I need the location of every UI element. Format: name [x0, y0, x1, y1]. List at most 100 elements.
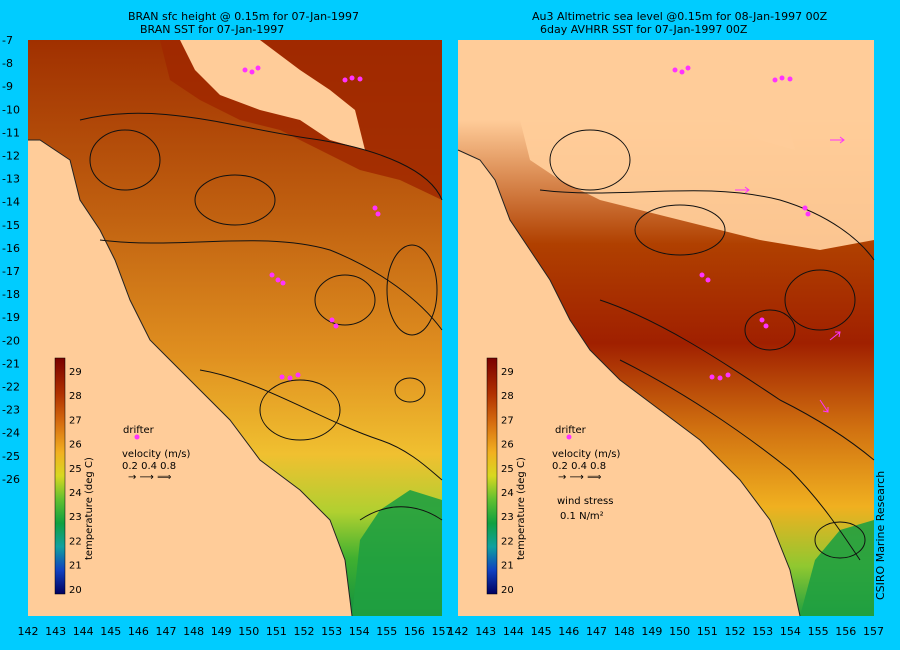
y-tick-label: -17 [2, 265, 20, 278]
colorbar-tick-label: 28 [69, 391, 82, 402]
x-tick-label-left: 150 [238, 625, 259, 638]
colorbar-tick-label: 25 [501, 464, 514, 475]
x-tick-label-right: 157 [863, 625, 884, 638]
y-tick-label: -15 [2, 219, 20, 232]
x-tick-label-right: 144 [503, 625, 524, 638]
y-tick-label: -22 [2, 381, 20, 394]
right-drifter-marker [566, 434, 572, 440]
x-tick-label-left: 151 [266, 625, 287, 638]
x-tick-label-right: 145 [531, 625, 552, 638]
right-velocity-scale-values: 0.2 0.4 0.8 [552, 461, 606, 472]
left-colorbar: 29 28 27 26 25 24 23 22 21 20 temperature (deg C) [54, 357, 95, 596]
y-tick-label: -11 [2, 126, 20, 139]
y-tick-label: -13 [2, 173, 20, 186]
right-wind-label: wind stress [557, 496, 613, 507]
right-drifter-label: drifter [555, 425, 587, 436]
right-velocity-label: velocity (m/s) [552, 449, 620, 460]
colorbar-tick-label: 25 [69, 464, 82, 475]
right-map-cloud-gaps [520, 120, 874, 250]
y-tick-label: -12 [2, 150, 20, 163]
right-colorbar-label: temperature (deg C) [516, 457, 527, 560]
colorbar-tick-label: 21 [69, 561, 82, 572]
x-tick-label-right: 154 [780, 625, 801, 638]
x-tick-label-right: 150 [669, 625, 690, 638]
x-tick-label-right: 155 [808, 625, 829, 638]
x-tick-label-left: 148 [183, 625, 204, 638]
x-tick-label-right: 156 [835, 625, 856, 638]
x-tick-label-left: 155 [376, 625, 397, 638]
x-tick-label-left: 157 [432, 625, 453, 638]
colorbar-tick-label: 24 [501, 488, 514, 499]
x-tick-label-left: 145 [100, 625, 121, 638]
x-tick-label-right: 152 [725, 625, 746, 638]
y-tick-label: -10 [2, 103, 20, 116]
left-map-cool-south [352, 490, 442, 616]
left-map-sea [28, 40, 442, 616]
right-map-panel [457, 40, 875, 617]
left-map-png-coast [180, 40, 365, 150]
colorbar-tick-label: 29 [501, 367, 514, 378]
right-map-queensland-coast [457, 149, 801, 617]
colorbar-tick-label: 24 [69, 488, 82, 499]
y-axis-ticks: -7 -8 -9 -10 -11 -12 -13 -14 -15 -16 -17 -18 -19 -20 -… [2, 34, 20, 486]
right-title-line1: Au3 Altimetric sea level @0.15m for 08-J… [532, 10, 828, 23]
left-map-sla-contours [79, 112, 443, 521]
right-map-wind-arrows [735, 136, 845, 413]
y-tick-label: -24 [2, 427, 20, 440]
left-drifter-marker [134, 434, 140, 440]
left-velocity-arrows: → ⟶ ⟹ [128, 472, 171, 483]
colorbar-tick-label: 23 [69, 512, 82, 523]
y-tick-label: -18 [2, 288, 20, 301]
right-map-sea [458, 120, 874, 616]
x-tick-label-right: 142 [448, 625, 469, 638]
left-title-line1: BRAN sfc height @ 0.15m for 07-Jan-1997 [128, 10, 359, 23]
x-tick-label-right: 146 [558, 625, 579, 638]
y-tick-label: -20 [2, 334, 20, 347]
x-tick-label-left: 149 [211, 625, 232, 638]
colorbar-tick-label: 26 [69, 440, 82, 451]
x-tick-label-right: 149 [641, 625, 662, 638]
x-tick-label-right: 153 [752, 625, 773, 638]
colorbar-tick-label: 22 [69, 536, 82, 547]
y-tick-label: -8 [2, 57, 13, 70]
left-map-queensland-coast [28, 139, 353, 617]
x-tick-label-left: 143 [45, 625, 66, 638]
left-colorbar-ticks: 29 28 27 26 25 24 23 22 21 20 [69, 367, 82, 596]
colorbar-tick-label: 29 [69, 367, 82, 378]
colorbar-tick-label: 22 [501, 536, 514, 547]
y-tick-label: -23 [2, 404, 20, 417]
right-map-sla-contours [539, 129, 875, 561]
y-tick-label: -21 [2, 357, 20, 370]
left-colorbar-label: temperature (deg C) [84, 457, 95, 560]
colorbar-tick-label: 21 [501, 561, 514, 572]
colorbar-tick-label: 26 [501, 440, 514, 451]
x-tick-label-right: 147 [586, 625, 607, 638]
x-tick-label-left: 156 [404, 625, 425, 638]
left-velocity-label: velocity (m/s) [122, 449, 190, 460]
x-tick-label-right: 151 [697, 625, 718, 638]
y-tick-label: -7 [2, 34, 13, 47]
left-legend: drifter velocity (m/s) 0.2 0.4 0.8 → ⟶ ⟹ [122, 425, 190, 483]
x-tick-label-left: 153 [321, 625, 342, 638]
right-velocity-arrows: → ⟶ ⟹ [558, 472, 601, 483]
left-map-drifters [242, 65, 381, 381]
x-axis-ticks-left: 142 143 144 145 146 147 148 149 150 151 152 153 154 1… [18, 625, 453, 638]
x-axis-ticks-right: 142 143 144 145 146 147 148 149 150 151 152 153 154 1… [448, 625, 885, 638]
y-tick-label: -16 [2, 242, 20, 255]
y-tick-label: -9 [2, 80, 13, 93]
left-map-panel [28, 40, 443, 617]
right-wind-units: 0.1 N/m² [560, 511, 604, 522]
x-tick-label-left: 147 [156, 625, 177, 638]
x-tick-label-left: 142 [18, 625, 39, 638]
left-drifter-label: drifter [123, 425, 155, 436]
colorbar-tick-label: 20 [501, 585, 514, 596]
colorbar-tick-label: 23 [501, 512, 514, 523]
y-tick-label: -14 [2, 196, 20, 209]
right-colorbar-scale [486, 357, 498, 595]
right-legend: drifter velocity (m/s) 0.2 0.4 0.8 → ⟶ ⟹… [552, 425, 620, 522]
x-tick-label-right: 148 [614, 625, 635, 638]
right-map-png-coast [610, 40, 795, 150]
x-tick-label-left: 146 [128, 625, 149, 638]
y-tick-label: -19 [2, 311, 20, 324]
